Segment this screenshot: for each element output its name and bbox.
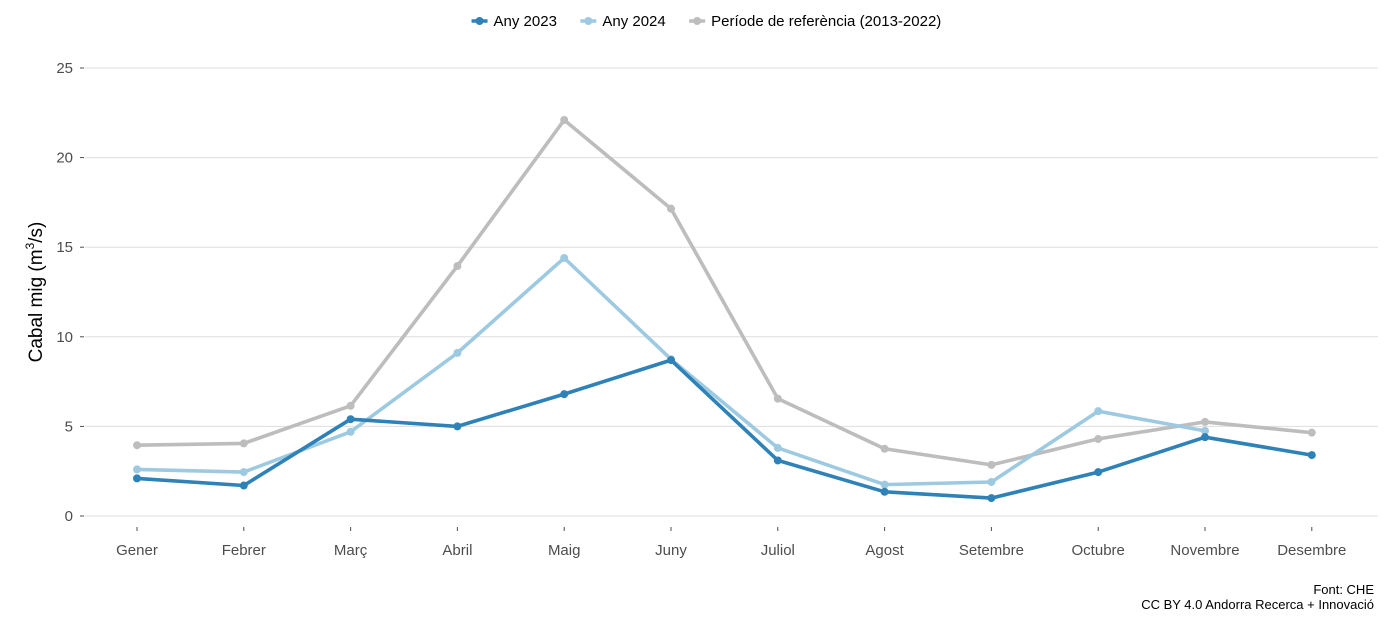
x-axis-ticks: Gener Febrer Març Abril Maig Juny Juliol Agost S… — [116, 527, 1346, 559]
data-point — [1094, 434, 1103, 443]
legend-entry: Període de referència (2013-2022) — [689, 13, 941, 30]
data-point — [560, 390, 569, 399]
legend: Any 2023 Any 2024 Període de referència (2… — [471, 13, 941, 30]
data-point — [133, 474, 141, 483]
data-point — [133, 441, 141, 450]
data-point — [1201, 417, 1209, 426]
series-group — [133, 115, 1316, 503]
series-1 — [133, 356, 1316, 503]
data-point — [1094, 407, 1103, 416]
data-point — [239, 481, 248, 490]
data-point — [880, 480, 889, 489]
x-tick-label: Març — [334, 542, 368, 559]
legend-label: Any 2023 — [494, 13, 557, 30]
data-point — [1201, 426, 1209, 435]
data-point — [346, 401, 355, 410]
y-axis-ticks: 0 5 10 15 20 25 — [56, 60, 84, 525]
data-point — [560, 115, 569, 124]
x-tick-label: Abril — [442, 542, 472, 559]
x-tick-label: Setembre — [959, 542, 1024, 559]
data-point — [667, 204, 675, 213]
x-tick-label: Juliol — [761, 542, 795, 559]
data-point — [987, 460, 996, 469]
caption-license: CC BY 4.0 Andorra Recerca + Innovació — [1141, 597, 1374, 612]
series-line — [135, 118, 1314, 467]
legend-key-point — [693, 17, 702, 25]
x-tick-label: Agost — [865, 542, 904, 559]
data-point — [880, 444, 889, 453]
x-tick-label: Gener — [116, 542, 158, 559]
data-point — [1094, 468, 1103, 477]
data-point — [453, 262, 462, 271]
y-tick-label: 0 — [65, 508, 73, 525]
y-tick-label: 15 — [56, 239, 73, 256]
legend-label: Període de referència (2013-2022) — [711, 13, 941, 30]
data-point — [133, 465, 141, 474]
series-line — [135, 358, 1314, 500]
data-point — [560, 253, 569, 262]
data-point — [773, 443, 782, 452]
legend-key-point — [584, 17, 593, 25]
data-point — [1201, 433, 1209, 442]
data-point — [987, 494, 996, 503]
y-tick-label: 10 — [56, 329, 73, 346]
x-tick-label: Novembre — [1170, 542, 1239, 559]
data-point — [453, 422, 462, 431]
legend-key-point — [475, 17, 484, 25]
x-tick-label: Juny — [655, 542, 687, 559]
data-point — [453, 348, 462, 357]
data-point — [880, 487, 889, 496]
legend-label: Any 2024 — [602, 13, 665, 30]
grid-lines — [85, 67, 1378, 517]
y-axis-title-main: Cabal mig (m — [26, 249, 47, 362]
y-tick-label: 25 — [56, 60, 73, 77]
data-point — [773, 456, 782, 465]
data-point — [987, 477, 996, 486]
y-axis-title-tail: /s) — [26, 222, 47, 243]
y-tick-label: 20 — [56, 150, 73, 167]
x-tick-label: Desembre — [1277, 542, 1346, 559]
y-axis-title-superscript: 3 — [23, 242, 37, 249]
y-axis-title: Cabal mig (m3/s) — [23, 222, 47, 363]
y-tick-label: 5 — [65, 418, 73, 435]
x-tick-label: Octubre — [1072, 542, 1125, 559]
legend-entry: Any 2023 — [471, 13, 557, 30]
data-point — [239, 439, 248, 448]
x-tick-label: Febrer — [222, 542, 266, 559]
data-point — [1307, 451, 1316, 460]
x-tick-label: Maig — [548, 542, 581, 559]
legend-entry: Any 2024 — [580, 13, 666, 30]
series-3 — [133, 115, 1316, 469]
data-point — [773, 394, 782, 403]
data-point — [667, 356, 675, 365]
data-point — [346, 427, 355, 436]
data-point — [239, 468, 248, 477]
data-point — [346, 415, 355, 424]
caption-source: Font: CHE — [1313, 582, 1374, 597]
data-point — [1307, 428, 1316, 437]
